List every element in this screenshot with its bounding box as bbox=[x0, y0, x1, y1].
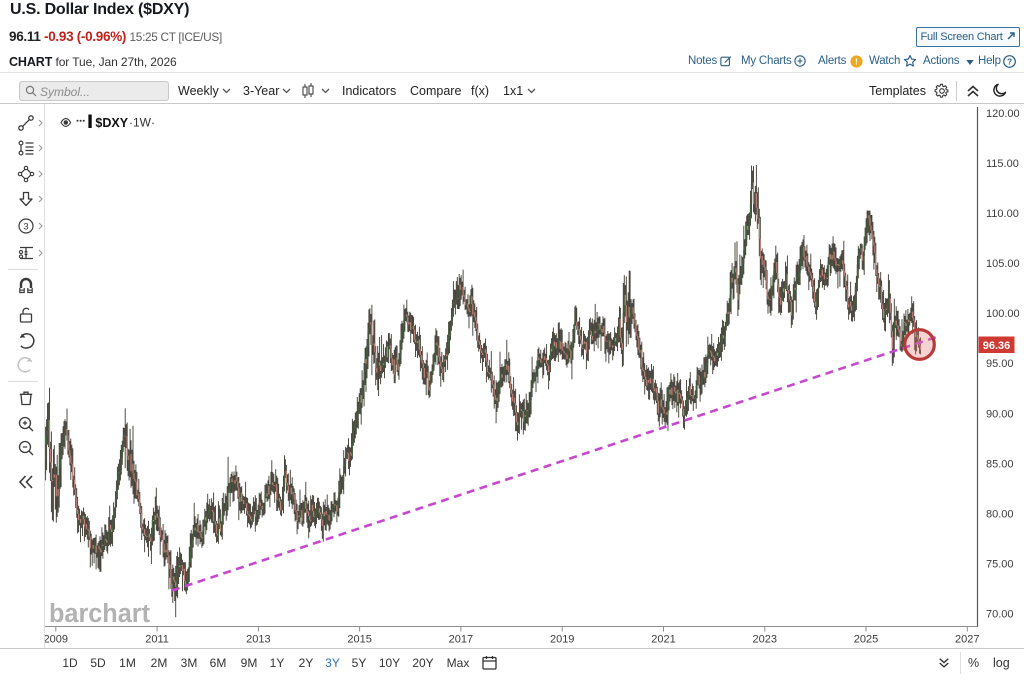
svg-text:?: ? bbox=[1007, 58, 1012, 67]
svg-text:2011: 2011 bbox=[145, 634, 169, 646]
svg-text:96.36: 96.36 bbox=[983, 340, 1011, 352]
svg-text:3: 3 bbox=[23, 222, 28, 233]
svg-text:2027: 2027 bbox=[955, 634, 979, 646]
svg-text:2009: 2009 bbox=[45, 634, 68, 646]
svg-text:2015: 2015 bbox=[347, 634, 371, 646]
svg-text:110.00: 110.00 bbox=[986, 208, 1019, 220]
svg-text:·1W·: ·1W· bbox=[129, 116, 155, 130]
svg-text:70.00: 70.00 bbox=[986, 609, 1014, 621]
svg-text:80.00: 80.00 bbox=[986, 509, 1014, 521]
svg-text:2019: 2019 bbox=[550, 634, 574, 646]
svg-text:105.00: 105.00 bbox=[986, 258, 1020, 270]
svg-text:$DXY: $DXY bbox=[95, 116, 128, 130]
svg-text:115.00: 115.00 bbox=[986, 158, 1019, 170]
svg-text:90.00: 90.00 bbox=[986, 408, 1014, 420]
svg-text:barchart: barchart bbox=[49, 600, 150, 628]
svg-text:120.00: 120.00 bbox=[986, 108, 1020, 120]
svg-text:75.00: 75.00 bbox=[986, 559, 1014, 571]
svg-text:85.00: 85.00 bbox=[986, 458, 1014, 470]
svg-text:2023: 2023 bbox=[753, 634, 777, 646]
svg-text:2013: 2013 bbox=[246, 634, 270, 646]
svg-text:95.00: 95.00 bbox=[986, 358, 1014, 370]
svg-text:2025: 2025 bbox=[854, 634, 878, 646]
svg-text:!: ! bbox=[855, 57, 858, 67]
svg-text:2017: 2017 bbox=[449, 634, 473, 646]
svg-text:100.00: 100.00 bbox=[986, 308, 1020, 320]
svg-text:2021: 2021 bbox=[651, 634, 675, 646]
